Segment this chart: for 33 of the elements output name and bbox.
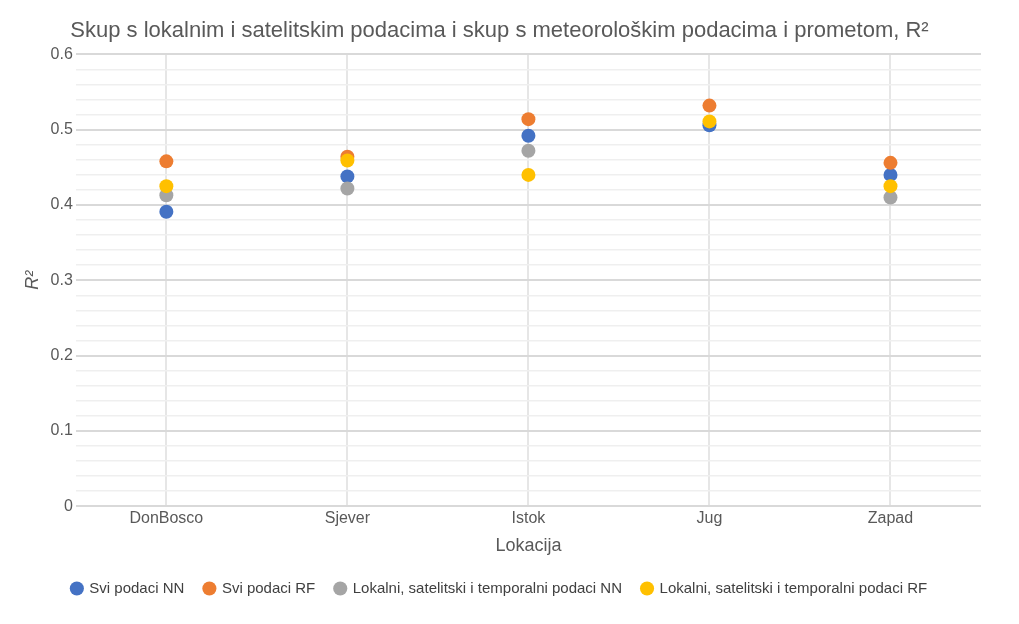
legend-label: Lokalni, satelitski i temporalni podaci NN xyxy=(352,578,623,596)
y-tick-label: 0.5 xyxy=(50,120,73,138)
y-tick-label: 0.3 xyxy=(50,270,73,288)
point xyxy=(521,143,536,158)
x-tick-label: DonBosco xyxy=(129,509,204,527)
point xyxy=(521,112,536,127)
x-tick-label: Istok xyxy=(511,509,547,527)
legend-label: Svi podaci NN xyxy=(89,578,185,596)
y-tick-label: 0 xyxy=(63,496,73,514)
point xyxy=(340,169,355,184)
x-tick-label: Zapad xyxy=(867,509,914,527)
x-tick-label: Jug xyxy=(696,509,723,527)
point xyxy=(340,181,355,196)
x-axis-title: Lokacija xyxy=(495,535,563,556)
point xyxy=(702,98,717,113)
point xyxy=(340,153,355,168)
point xyxy=(702,114,717,129)
point xyxy=(159,154,174,169)
point xyxy=(883,179,898,194)
point xyxy=(521,167,536,182)
point xyxy=(159,179,174,194)
point xyxy=(883,155,898,170)
y-tick-label: 0.6 xyxy=(50,44,73,62)
y-tick-label: 0.2 xyxy=(50,346,73,364)
legend-label: Svi podaci RF xyxy=(221,578,316,596)
legend-label: Lokalni, satelitski i temporalni podaci RF xyxy=(659,578,928,596)
point xyxy=(159,204,174,219)
chart-title: Skup s lokalnim i satelitskim podacima i skup s meteorološkim podacima i prometom, R² xyxy=(70,17,929,43)
x-tick-label: Sjever xyxy=(324,509,371,527)
y-tick-label: 0.4 xyxy=(50,195,73,213)
y-axis-title: R² xyxy=(21,269,42,290)
y-tick-label: 0.1 xyxy=(50,421,73,439)
point xyxy=(521,128,536,143)
